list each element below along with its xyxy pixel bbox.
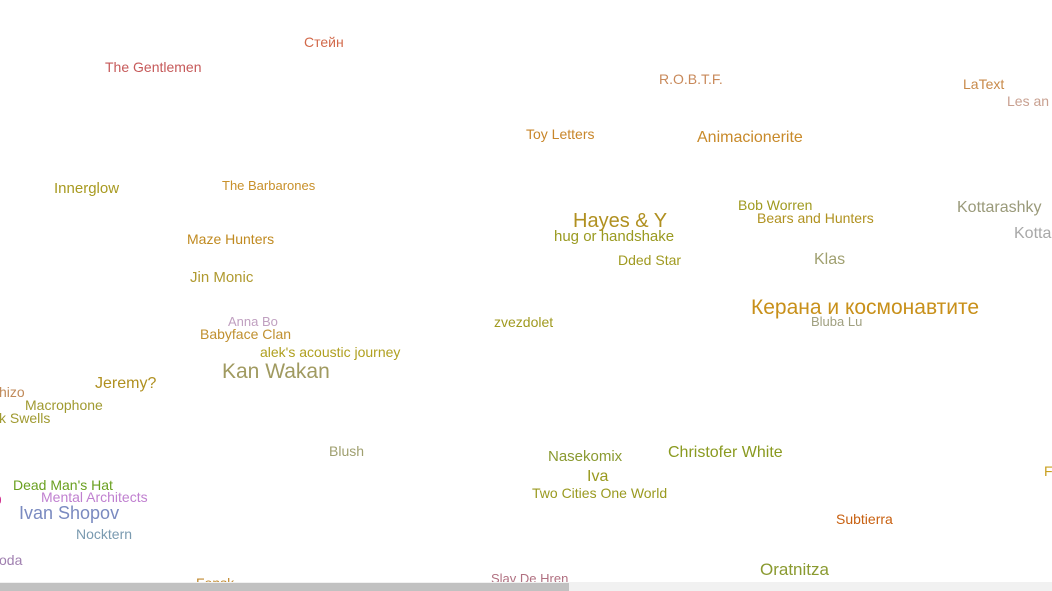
artist-link[interactable]: zvezdolet <box>494 314 554 330</box>
artist-link[interactable]: Bob Worren <box>738 197 813 213</box>
artist-link[interactable]: Macrophone <box>25 397 103 413</box>
artist-link[interactable]: Dead Man's Hat <box>13 477 113 493</box>
artist-link[interactable]: Ivan Shopov <box>19 503 120 523</box>
artist-link[interactable]: Стейн <box>304 34 344 50</box>
artist-link[interactable]: Maze Hunters <box>187 231 275 247</box>
artist-link[interactable]: Innerglow <box>54 180 120 197</box>
artist-link[interactable]: F <box>1044 463 1052 479</box>
artist-link[interactable]: Christofer White <box>668 444 783 461</box>
artist-link[interactable]: hug or handshake <box>554 228 675 245</box>
artist-link[interactable]: Kan Wakan <box>222 360 330 383</box>
artist-link[interactable]: Fonsk <box>196 576 234 582</box>
artist-link[interactable]: LaText <box>963 76 1005 92</box>
artist-link[interactable]: Two Cities One World <box>532 485 668 501</box>
artist-link[interactable]: Oratnitza <box>760 560 829 579</box>
artist-link[interactable]: Jin Monic <box>190 269 254 286</box>
horizontal-scrollbar[interactable] <box>0 582 1052 591</box>
artist-link[interactable]: Bluba Lu <box>811 314 863 329</box>
artist-link[interactable]: Nasekomix <box>548 448 623 465</box>
artist-link[interactable]: Klas <box>814 251 846 268</box>
artist-link[interactable]: The Gentlemen <box>105 59 202 75</box>
artist-link[interactable] <box>0 495 1 505</box>
artist-link[interactable]: hizo <box>0 384 25 400</box>
artist-link[interactable]: alek's acoustic journey <box>260 344 401 360</box>
artist-link[interactable]: Bears and Hunters <box>757 210 874 226</box>
artist-link[interactable]: Animacionerite <box>697 129 803 146</box>
artist-link[interactable]: k Swells <box>0 410 51 426</box>
artist-link[interactable]: Blush <box>329 443 365 459</box>
artist-link[interactable]: oda <box>0 552 23 568</box>
artist-link[interactable]: Anna Bo <box>228 314 278 329</box>
artist-link[interactable]: Slav De Hren <box>491 571 569 582</box>
artist-link[interactable]: Hayes & Y <box>573 210 668 232</box>
artist-link[interactable]: Jeremy? <box>95 375 157 392</box>
artist-link[interactable]: Kotta <box>1014 225 1052 242</box>
artist-link[interactable]: Iva <box>587 468 609 485</box>
artist-link[interactable]: Kottarashky <box>957 199 1042 216</box>
artist-link[interactable]: R.O.B.T.F. <box>659 71 723 87</box>
artist-link[interactable]: Dded Star <box>618 252 682 268</box>
artist-link[interactable]: Nocktern <box>76 526 133 542</box>
artist-link[interactable]: Mental Architects <box>41 489 148 505</box>
artist-link[interactable]: Les an <box>1007 93 1050 109</box>
artist-link[interactable]: Subtierra <box>836 511 893 527</box>
artist-link[interactable]: Керана и космонавтите <box>751 296 980 319</box>
scrollbar-thumb[interactable] <box>0 583 569 591</box>
artist-link[interactable]: The Barbarones <box>222 178 316 193</box>
artist-link[interactable]: Babyface Clan <box>200 326 292 342</box>
artist-link[interactable]: Toy Letters <box>526 126 595 142</box>
